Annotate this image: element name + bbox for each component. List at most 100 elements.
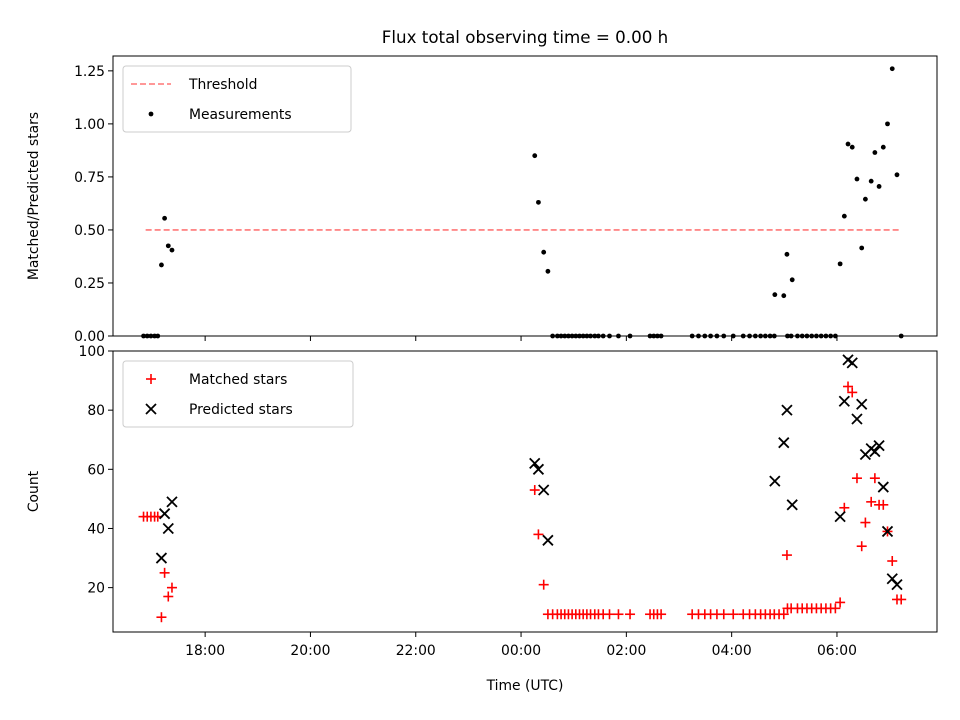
measurement-point: [655, 333, 660, 339]
measurement-point: [577, 333, 582, 339]
measurement-point: [658, 333, 664, 339]
matched-point: [839, 502, 850, 513]
x-b: [891, 579, 903, 591]
measurement-point: [799, 333, 805, 339]
matched-point: [778, 609, 789, 620]
measurement-point: [627, 333, 633, 339]
measurement-point: [545, 268, 551, 274]
measurement-point: [144, 333, 150, 339]
measurement-point: [558, 333, 564, 339]
measurement-point: [169, 247, 175, 253]
y-tick-label: 0.50: [74, 223, 105, 239]
measurement-point: [596, 333, 601, 339]
matched-point: [860, 517, 871, 528]
measurement-point: [854, 176, 860, 182]
measurement-point: [898, 333, 904, 339]
measurement-point: [569, 333, 575, 339]
chart-title: Flux total observing time = 0.00 h: [382, 27, 668, 47]
x-b: [145, 403, 157, 415]
matched-point: [159, 567, 170, 578]
matched-point: [851, 473, 862, 484]
measurement-point: [876, 184, 882, 189]
x-tick-label: 06:00: [817, 643, 857, 659]
measurement-point: [730, 333, 736, 339]
measurement-point: [784, 251, 790, 257]
y-tick-label: 20: [87, 581, 105, 597]
measurement-point: [772, 292, 778, 298]
bottom-panel: 20 40 60 80 100 18:00 20:00 22:00 00:00 02:00 04:0…: [26, 344, 938, 694]
matched-point: [166, 582, 177, 593]
measurement-point: [162, 215, 167, 221]
matched-point: [613, 609, 624, 620]
measurement-point: [155, 333, 161, 339]
measurement-point: [607, 333, 612, 339]
measurement-point: [889, 66, 895, 72]
measurement-point: [789, 277, 795, 283]
measurement-point: [714, 333, 720, 339]
measurement-point: [785, 333, 790, 339]
x-tick-label: 00:00: [501, 643, 541, 659]
x-b: [166, 496, 178, 508]
measurement-point: [841, 213, 847, 219]
measurement-point: [651, 333, 657, 339]
measurement-point: [804, 333, 810, 339]
measurement-point: [566, 333, 571, 339]
x-b: [769, 475, 781, 487]
measurement-point: [832, 333, 838, 339]
measurement-point: [592, 333, 598, 339]
x-b: [851, 413, 863, 425]
predicted-point: [542, 534, 554, 546]
axes-frame: [112, 350, 938, 633]
matched-point: [869, 473, 880, 484]
x-b: [781, 404, 793, 416]
measurement-point: [885, 121, 890, 127]
matched-point: [830, 603, 841, 614]
legend-label: Matched stars: [189, 372, 287, 388]
measurement-point: [781, 293, 787, 299]
measurement-point: [550, 333, 556, 339]
measurement-point: [828, 333, 834, 339]
matched-point: [538, 579, 549, 590]
y-tick-label: 60: [87, 462, 105, 478]
predicted-point: [786, 499, 798, 511]
legend: Threshold Measurements: [122, 65, 352, 133]
measurement-point: [696, 333, 701, 339]
predicted-point: [851, 413, 863, 425]
predicted-point: [769, 475, 781, 487]
x-tick-label: 18:00: [185, 643, 225, 659]
x-tick-label: 22:00: [396, 643, 436, 659]
x-b: [873, 440, 885, 452]
predicted-point: [155, 552, 168, 564]
matched-point: [604, 609, 615, 620]
measurement-point: [862, 196, 868, 202]
y-tick-label: 0.75: [74, 170, 105, 186]
matched-point: [847, 387, 858, 398]
matched-point: [625, 609, 636, 620]
legend-label: Measurements: [189, 107, 292, 123]
x-tick-label: 04:00: [712, 643, 752, 659]
legend-predicted-swatch: [145, 403, 157, 415]
measurement-point: [616, 333, 621, 339]
measurement-point: [573, 333, 579, 339]
x-tick-label: 20:00: [290, 643, 330, 659]
measurement-point: [771, 333, 777, 339]
matched-point: [718, 609, 729, 620]
measurement-point: [859, 245, 865, 251]
measurement-point: [762, 333, 768, 339]
predicted-point: [532, 463, 545, 475]
x-tick-label: 02:00: [606, 643, 646, 659]
measurement-point: [880, 144, 886, 150]
measurement-point: [894, 172, 900, 178]
measurement-point: [823, 333, 829, 339]
measurement-point: [536, 199, 541, 205]
legend-measurement-swatch: [148, 111, 154, 117]
measurement-point: [849, 144, 855, 150]
measurement-point: [588, 333, 593, 339]
axes-frame: [112, 55, 938, 337]
matched-point: [843, 381, 854, 392]
x-b: [886, 573, 898, 585]
y-tick-label: 1.25: [74, 64, 105, 80]
measurement-point: [845, 141, 851, 147]
x-b: [838, 395, 850, 407]
measurement-point: [532, 153, 538, 159]
